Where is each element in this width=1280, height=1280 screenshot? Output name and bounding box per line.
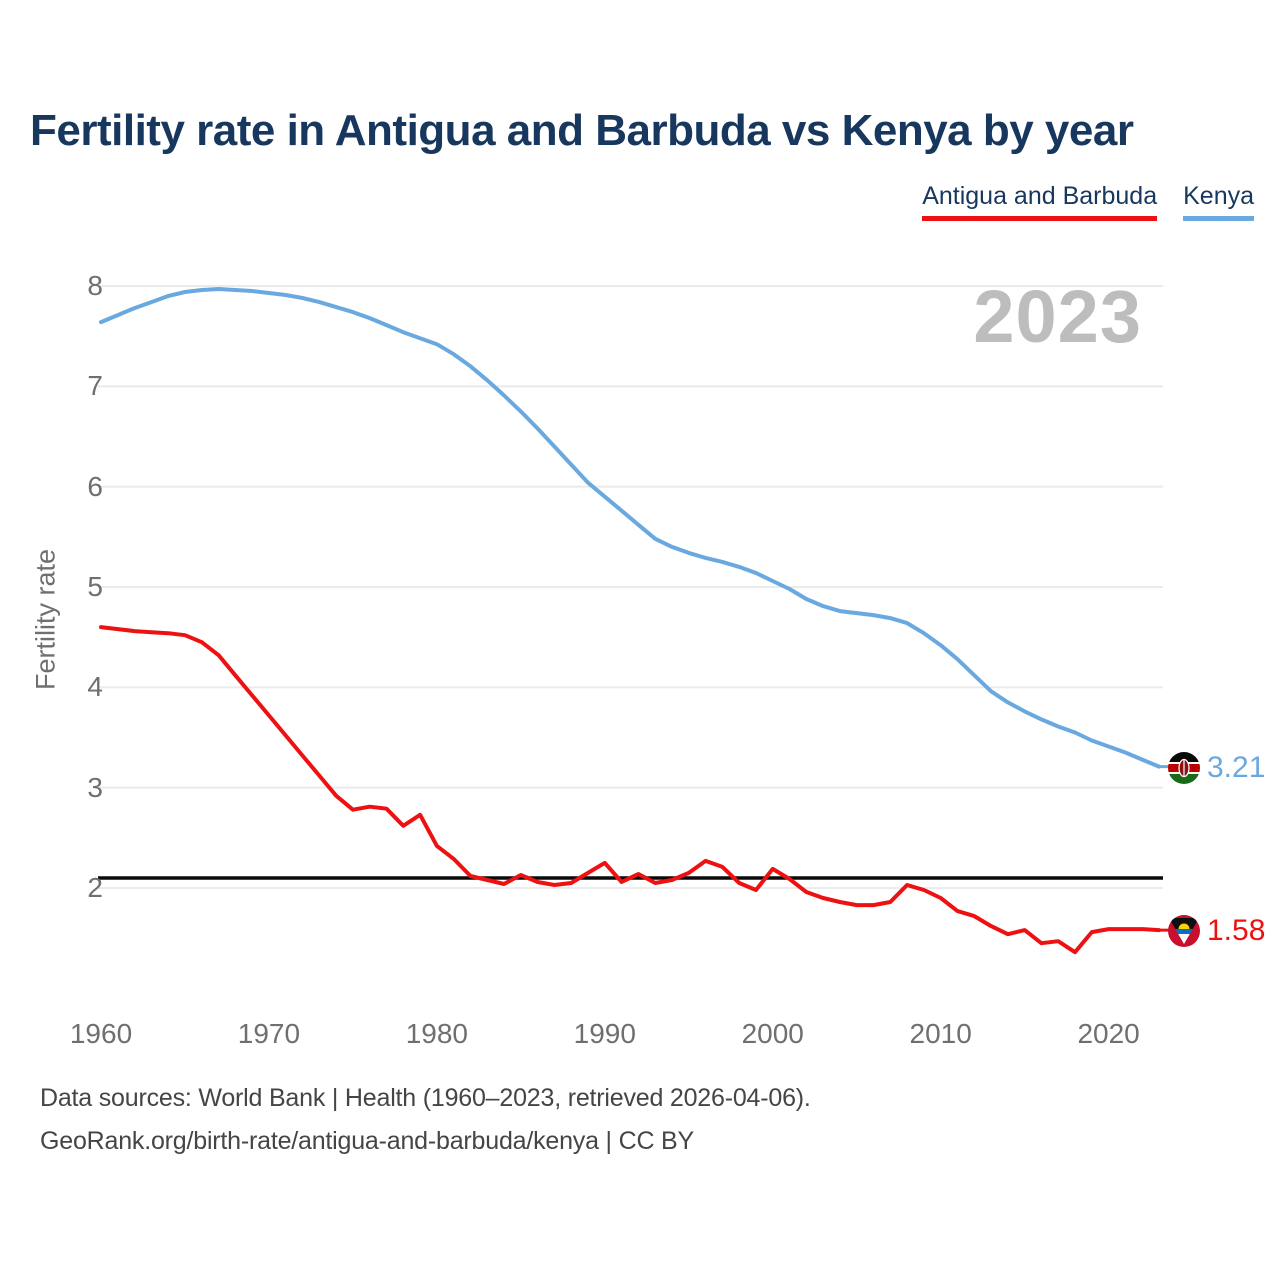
legend-label-kenya: Kenya xyxy=(1183,182,1254,210)
legend: Antigua and Barbuda Kenya xyxy=(922,182,1254,221)
series-end-label-kenya: 3.21 xyxy=(1168,751,1265,785)
x-tick-label-2000: 2000 xyxy=(741,1018,804,1049)
x-tick-label-1960: 1960 xyxy=(69,1018,133,1049)
x-tick-label-1970: 1970 xyxy=(237,1018,301,1049)
watermark-year: 2023 xyxy=(973,275,1142,358)
y-tick-label-6: 6 xyxy=(87,470,103,502)
series-end-value-kenya: 3.21 xyxy=(1207,750,1266,784)
legend-label-antigua-and-barbuda: Antigua and Barbuda xyxy=(922,182,1158,210)
footer: Data sources: World Bank | Health (1960–… xyxy=(40,1077,811,1163)
legend-item-antigua-and-barbuda[interactable]: Antigua and Barbuda xyxy=(922,182,1158,221)
y-tick-label-5: 5 xyxy=(87,571,103,602)
x-tick-label-2020: 2020 xyxy=(1077,1018,1140,1049)
x-tick-label-1980: 1980 xyxy=(405,1018,469,1049)
y-tick-label-2: 2 xyxy=(87,872,103,903)
series-end-label-antigua-and-barbuda: 1.58 xyxy=(1168,914,1265,948)
kenya-flag-icon xyxy=(1168,751,1200,784)
y-tick-label-3: 3 xyxy=(87,771,103,803)
y-tick-label-7: 7 xyxy=(87,370,103,402)
footer-sources: Data sources: World Bank | Health (1960–… xyxy=(40,1084,811,1112)
y-tick-label-4: 4 xyxy=(87,671,103,703)
page-title: Fertility rate in Antigua and Barbuda vs… xyxy=(30,106,1134,155)
series-line-kenya xyxy=(99,287,1161,769)
series-line-antigua-and-barbuda xyxy=(99,625,1161,955)
y-tick-label-8: 8 xyxy=(87,270,103,301)
antigua-and-barbuda-flag-icon xyxy=(1168,915,1200,948)
x-tick-label-1990: 1990 xyxy=(573,1018,636,1049)
series-end-value-antigua-and-barbuda: 1.58 xyxy=(1207,914,1266,948)
x-tick-label-2010: 2010 xyxy=(909,1018,972,1049)
footer-attribution: GeoRank.org/birth-rate/antigua-and-barbu… xyxy=(40,1127,694,1155)
legend-item-kenya[interactable]: Kenya xyxy=(1183,182,1254,221)
